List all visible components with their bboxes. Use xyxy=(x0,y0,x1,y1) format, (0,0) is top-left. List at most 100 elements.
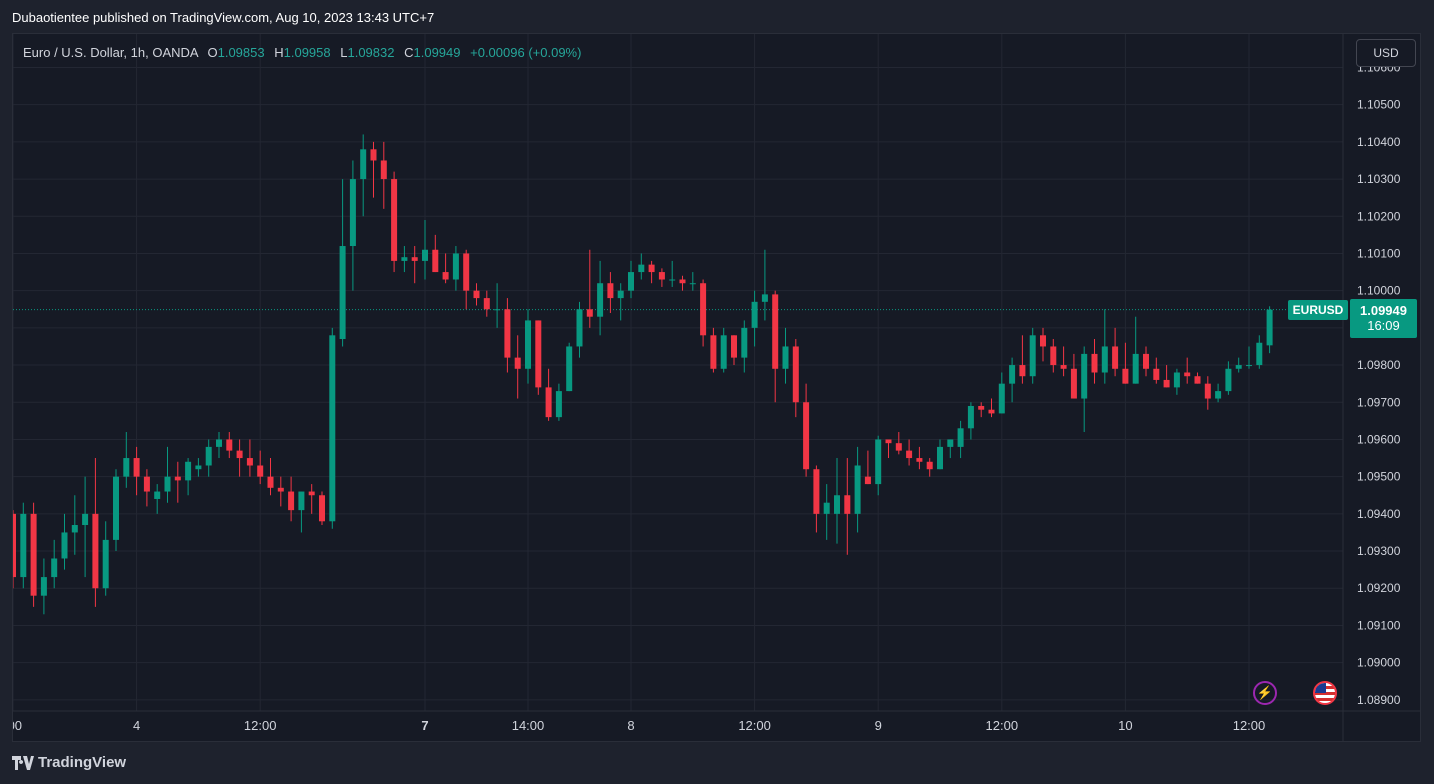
candle xyxy=(597,260,604,336)
x-tick-label: 12:00 xyxy=(738,718,771,733)
candle xyxy=(319,491,325,526)
candle xyxy=(442,253,449,284)
y-tick-label: 1.09100 xyxy=(1357,618,1401,632)
candle-body xyxy=(452,253,459,280)
us-flag-icon[interactable] xyxy=(1313,681,1337,705)
candle xyxy=(875,435,882,496)
candle xyxy=(628,260,634,299)
candle xyxy=(174,461,181,503)
candle-body xyxy=(1215,391,1222,399)
candle xyxy=(710,327,717,373)
candle xyxy=(452,246,459,291)
y-tick-label: 1.10500 xyxy=(1357,98,1401,112)
candle-body xyxy=(319,495,325,522)
candle-body xyxy=(123,458,130,477)
candle xyxy=(782,327,789,384)
last-price-value: 1.09949 xyxy=(1360,302,1407,318)
candle-body xyxy=(71,525,78,533)
candle-body xyxy=(1070,368,1077,399)
candle xyxy=(906,439,913,466)
candle xyxy=(102,521,109,596)
currency-button[interactable]: USD xyxy=(1356,39,1416,67)
x-tick-label: 10 xyxy=(1118,718,1132,733)
candle-body xyxy=(803,402,810,470)
candle-body xyxy=(143,476,150,492)
candle-body xyxy=(576,309,583,347)
candle xyxy=(1215,383,1222,403)
y-tick-label: 1.09000 xyxy=(1357,656,1401,670)
candle xyxy=(401,246,408,273)
candle xyxy=(792,339,799,418)
candlestick-chart[interactable]: 1.08900 1.09000 1.09100 1.09200 1.09300 1.094… xyxy=(13,34,1420,741)
candle-body xyxy=(957,428,964,447)
candle-body xyxy=(1194,376,1201,384)
candle xyxy=(288,476,295,522)
candle-body xyxy=(267,476,274,488)
change-value: +0.00096 (+0.09%) xyxy=(470,45,582,60)
candle xyxy=(257,450,264,485)
candle-body xyxy=(432,249,439,273)
candle xyxy=(576,301,583,358)
candle xyxy=(720,327,727,373)
candle-body xyxy=(1019,365,1026,377)
candle xyxy=(463,249,470,310)
candle-body xyxy=(720,335,727,369)
candle xyxy=(422,219,428,280)
candle-body xyxy=(689,283,696,285)
candle xyxy=(380,141,387,209)
candle-body xyxy=(154,491,161,499)
candle-body xyxy=(133,458,140,477)
x-tick-label: 4 xyxy=(133,718,140,733)
candle-body xyxy=(1050,346,1057,366)
symbol-description[interactable]: Euro / U.S. Dollar, 1h, OANDA xyxy=(23,45,198,60)
candle xyxy=(679,275,686,291)
chart-pane[interactable]: 1.08900 1.09000 1.09100 1.09200 1.09300 1.094… xyxy=(12,33,1421,742)
y-tick-label: 1.10300 xyxy=(1357,172,1401,186)
candle xyxy=(1246,346,1252,369)
candle xyxy=(185,458,192,496)
candle-body xyxy=(782,346,789,369)
candle xyxy=(617,283,624,321)
bar-countdown: 16:09 xyxy=(1367,317,1400,333)
candle-body xyxy=(1225,368,1232,392)
candle-body xyxy=(1112,346,1119,369)
footer: TradingView xyxy=(12,754,126,771)
candle-body xyxy=(370,149,377,161)
y-tick-label: 1.09300 xyxy=(1357,544,1401,558)
low-value: 1.09832 xyxy=(347,45,395,60)
x-tick-label: 14:00 xyxy=(512,718,545,733)
candle-body xyxy=(669,279,676,281)
candle-body xyxy=(20,513,27,578)
candle xyxy=(1019,335,1026,384)
candle-body xyxy=(895,443,902,451)
candle-body xyxy=(288,491,295,511)
lightning-icon[interactable]: ⚡ xyxy=(1253,681,1277,705)
x-tick-label: 12:00 xyxy=(1233,718,1266,733)
y-tick-label: 1.10200 xyxy=(1357,209,1401,223)
candle-body xyxy=(92,513,99,589)
candle-body xyxy=(1040,335,1046,347)
candle xyxy=(957,420,964,459)
candle-body xyxy=(679,279,686,284)
candle xyxy=(30,502,37,607)
candle xyxy=(1040,327,1046,362)
candle-body xyxy=(741,327,748,358)
candle-body xyxy=(401,257,408,261)
candle-body xyxy=(1235,365,1242,369)
candle-body xyxy=(216,439,222,447)
candle-body xyxy=(205,446,212,466)
candle xyxy=(555,383,562,421)
y-tick-label: 1.09700 xyxy=(1357,395,1401,409)
candle-body xyxy=(700,283,707,336)
tradingview-brand[interactable]: TradingView xyxy=(38,754,127,771)
candle-body xyxy=(864,476,871,485)
candle-body xyxy=(113,476,119,540)
candle xyxy=(51,539,58,589)
candle-body xyxy=(277,487,284,492)
candle xyxy=(61,513,68,570)
candle-body xyxy=(463,253,470,291)
candle-body xyxy=(1009,365,1016,384)
candle-body xyxy=(731,335,737,358)
candle-body xyxy=(1081,353,1088,399)
candle xyxy=(298,491,305,533)
